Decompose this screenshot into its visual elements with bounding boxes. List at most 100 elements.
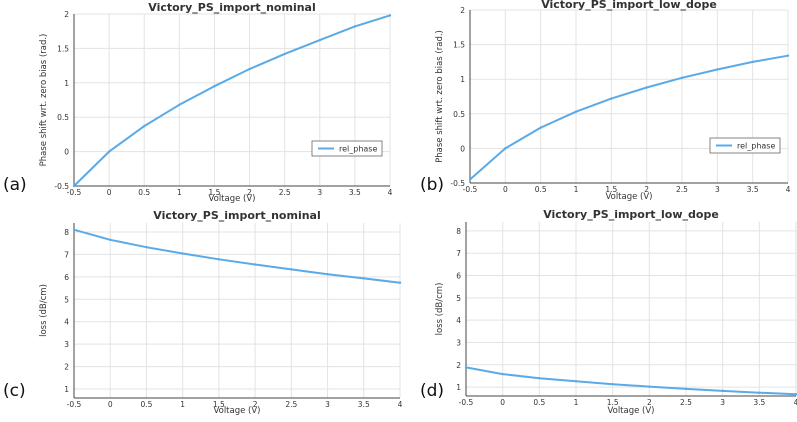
x-tick-label: 2 bbox=[647, 398, 652, 407]
data-point bbox=[213, 85, 216, 88]
chart-panel-2: -0.5 0 0.5 1 1.5 2 2.5 3 3.5 4 1 2 3 4 5 6 7 8 Victory_PS_… bbox=[3, 209, 403, 416]
x-tick-label: 2.5 bbox=[285, 400, 297, 409]
x-tick-label: 0.5 bbox=[140, 400, 152, 409]
x-tick-label: 4 bbox=[786, 185, 791, 194]
x-tick-label: 2 bbox=[253, 400, 258, 409]
y-tick-label: 0 bbox=[64, 148, 69, 157]
legend-box bbox=[311, 140, 383, 157]
data-point bbox=[217, 258, 221, 261]
y-tick-label: -0.5 bbox=[54, 182, 69, 191]
data-point bbox=[504, 147, 507, 150]
y-tick-label: 8 bbox=[64, 228, 69, 237]
y-tick-label: 2 bbox=[456, 361, 461, 370]
data-point bbox=[611, 382, 614, 386]
chart-panel-0: -0.5 0 0.5 1 1.5 2 2.5 3 3.5 4 -0.5 0 0.5 1 1.5 2 Victor… bbox=[3, 1, 393, 204]
x-tick-label: 4 bbox=[794, 398, 797, 407]
x-axis-label: Voltage (V) bbox=[607, 406, 654, 416]
data-point bbox=[283, 52, 286, 56]
y-tick-label: 4 bbox=[64, 318, 69, 327]
data-point bbox=[178, 103, 181, 107]
x-tick-label: 3 bbox=[317, 188, 322, 197]
x-tick-label: 0 bbox=[108, 400, 113, 409]
data-point bbox=[648, 385, 651, 388]
x-tick-label: 1 bbox=[180, 400, 185, 409]
x-tick-label: 0 bbox=[503, 185, 508, 194]
panel-label: (c) bbox=[3, 381, 26, 401]
panel-label: (d) bbox=[420, 381, 444, 401]
y-tick-label: 1 bbox=[64, 79, 69, 88]
y-tick-label: 1.5 bbox=[453, 41, 465, 50]
y-tick-label: 2 bbox=[64, 363, 69, 372]
x-tick-label: 2 bbox=[644, 185, 649, 194]
x-tick-label: 1 bbox=[177, 188, 182, 197]
legend: rel_phase bbox=[311, 140, 383, 157]
data-point bbox=[318, 38, 321, 42]
data-point bbox=[109, 238, 112, 242]
legend-label: rel_phase bbox=[737, 142, 775, 151]
panel-label: (b) bbox=[420, 175, 444, 195]
y-tick-label: 1 bbox=[460, 75, 465, 84]
x-tick-label: 0 bbox=[500, 398, 505, 407]
data-point bbox=[143, 124, 146, 128]
data-point bbox=[388, 14, 392, 17]
x-tick-label: 3.5 bbox=[349, 188, 361, 197]
y-tick-label: -0.5 bbox=[450, 179, 465, 188]
data-point bbox=[248, 67, 251, 71]
y-tick-label: 7 bbox=[64, 250, 69, 259]
x-tick-label: 3 bbox=[325, 400, 330, 409]
data-point bbox=[574, 110, 578, 113]
x-axis-label: Voltage (V) bbox=[213, 406, 260, 416]
data-point bbox=[326, 272, 329, 276]
data-point bbox=[464, 366, 468, 369]
x-tick-label: 2.5 bbox=[676, 185, 688, 194]
x-tick-label: 1 bbox=[574, 185, 579, 194]
x-tick-label: -0.5 bbox=[463, 185, 478, 194]
x-tick-label: -0.5 bbox=[67, 400, 82, 409]
data-point bbox=[468, 178, 472, 181]
y-tick-label: 7 bbox=[456, 249, 461, 258]
x-tick-label: 2 bbox=[247, 188, 252, 197]
series-line bbox=[469, 54, 789, 181]
x-tick-label: 4 bbox=[398, 400, 403, 409]
y-tick-label: 3 bbox=[64, 340, 69, 349]
y-tick-label: 5 bbox=[64, 295, 69, 304]
panel-label: (a) bbox=[3, 175, 27, 195]
x-tick-label: 3 bbox=[715, 185, 720, 194]
x-tick-label: 3.5 bbox=[753, 398, 765, 407]
y-tick-label: 8 bbox=[456, 227, 461, 236]
y-tick-label: 0.5 bbox=[57, 113, 69, 122]
y-tick-label: 6 bbox=[456, 272, 461, 281]
data-point bbox=[538, 376, 541, 380]
data-point bbox=[145, 246, 148, 249]
y-tick-label: 0 bbox=[460, 144, 465, 153]
series-line bbox=[73, 14, 391, 187]
data-point bbox=[758, 391, 761, 394]
data-point bbox=[501, 372, 504, 376]
data-point bbox=[721, 389, 724, 393]
x-tick-label: 4 bbox=[388, 188, 393, 197]
legend-label: rel_phase bbox=[339, 145, 377, 154]
data-point bbox=[253, 263, 257, 266]
data-point bbox=[794, 393, 797, 396]
chart-title: Victory_PS_import_nominal bbox=[153, 209, 321, 222]
y-tick-label: 2 bbox=[460, 6, 465, 15]
x-tick-label: 2.5 bbox=[279, 188, 291, 197]
data-point bbox=[786, 54, 790, 57]
x-tick-label: 0.5 bbox=[138, 188, 150, 197]
data-point bbox=[398, 281, 402, 284]
y-tick-label: 2 bbox=[64, 10, 69, 19]
data-point bbox=[645, 86, 648, 89]
data-point bbox=[574, 380, 578, 383]
x-tick-label: 0.5 bbox=[533, 398, 545, 407]
chart-title: Victory_PS_import_nominal bbox=[148, 1, 316, 14]
chart-panel-3: -0.5 0 0.5 1 1.5 2 2.5 3 3.5 4 1 2 3 4 5 6 7 8 Victory_PS_… bbox=[420, 208, 797, 416]
x-tick-label: 3.5 bbox=[747, 185, 759, 194]
x-tick-label: 1.5 bbox=[213, 400, 225, 409]
x-axis-label: Voltage (V) bbox=[605, 192, 652, 202]
y-tick-label: 4 bbox=[456, 316, 461, 325]
y-axis-label: Phase shift wrt. zero bias (rad.) bbox=[435, 30, 445, 163]
y-axis-label: Phase shift wrt. zero bias (rad.) bbox=[39, 34, 49, 167]
data-point bbox=[353, 25, 357, 28]
chart-panel-1: -0.5 0 0.5 1 1.5 2 2.5 3 3.5 4 -0.5 0 0.5 1 1.5 2 Victor… bbox=[420, 0, 791, 202]
